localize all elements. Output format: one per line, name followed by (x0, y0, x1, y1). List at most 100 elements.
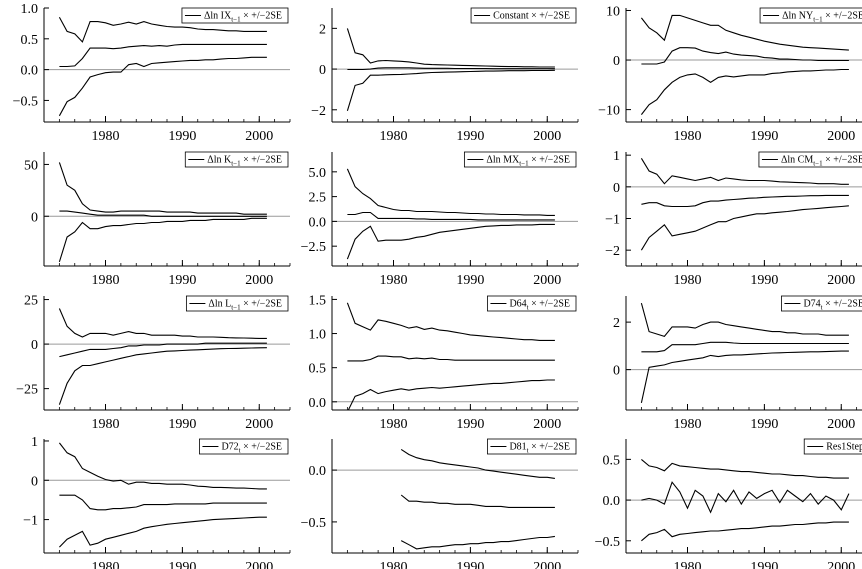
series-line-lower (58, 217, 267, 263)
chart-panel-1: 1980 1990 2000 −0.5 0.0 0.5 1.0 Δln IXt−1 × +/−… (13, 2, 291, 144)
y-tick-label: −2 (605, 244, 620, 259)
legend-label: D64t × +/−2SE (509, 299, 570, 312)
y-tick-label: −25 (16, 383, 38, 398)
legend-label: Δln Lt−1 × +/−2SE (208, 299, 282, 312)
legend-box (781, 295, 862, 312)
y-tick-label: 2.5 (309, 191, 327, 206)
series-line-lower (641, 521, 849, 542)
y-tick-label: 0.0 (603, 494, 621, 509)
series-line-lower (58, 347, 267, 405)
y-tick-label: 0 (319, 63, 326, 78)
legend-label: D74t × +/−2SE (803, 299, 862, 312)
series-line-upper (58, 16, 267, 43)
series-line-estimate (347, 211, 555, 221)
y-tick-label: 0 (613, 181, 620, 196)
series-line-estimate (347, 355, 555, 362)
series-line-upper (346, 28, 555, 68)
y-tick-label: 10 (606, 4, 620, 19)
x-tick-label: 2000 (245, 129, 273, 144)
chart-panel-7: 1980 1990 2000 −25 0 25 Δln Lt−1 × +/−2SE (16, 294, 291, 432)
x-tick-label: 1990 (456, 560, 484, 569)
x-tick-label: 1990 (168, 273, 196, 288)
x-tick-label: 1980 (674, 417, 702, 432)
x-tick-label: 1980 (380, 273, 408, 288)
x-tick-label: 1980 (674, 273, 702, 288)
series-line-estimate (641, 47, 849, 65)
legend-box (470, 7, 577, 24)
x-tick-label: 2000 (533, 129, 561, 144)
x-tick-label: 1980 (92, 560, 120, 569)
x-tick-label: 1980 (380, 129, 408, 144)
x-tick-label: 1990 (456, 273, 484, 288)
series-line-lower (58, 56, 267, 117)
x-tick-label: 1980 (380, 417, 408, 432)
y-tick-label: 0.5 (21, 33, 39, 48)
series-line-estimate (59, 342, 267, 358)
y-tick-label: −0.5 (13, 94, 38, 109)
x-tick-label: 1980 (380, 560, 408, 569)
x-tick-label: 1990 (750, 273, 778, 288)
y-tick-label: −1 (23, 514, 38, 529)
legend-box (184, 151, 289, 168)
y-tick-label: 1 (31, 435, 38, 450)
chart-panel-2: 1980 1990 2000 −2 0 2 Constant × +/−2SE (311, 7, 579, 144)
series-line-upper (640, 14, 849, 51)
x-tick-label: 1990 (168, 129, 196, 144)
series-line-estimate (641, 341, 849, 353)
y-tick-label: 0.5 (309, 362, 327, 377)
legend-label: Δln CMt−1 × +/−2SE (781, 155, 862, 168)
series-line-estimate (59, 210, 267, 217)
x-tick-label: 1990 (750, 417, 778, 432)
x-tick-label: 2000 (827, 417, 855, 432)
series-line-upper (641, 458, 849, 479)
series-line-estimate (400, 494, 555, 508)
y-tick-label: 1.0 (21, 2, 39, 17)
y-tick-label: 0 (613, 54, 620, 69)
x-tick-label: 2000 (245, 560, 273, 569)
legend-box (758, 151, 862, 168)
y-tick-label: 0.0 (309, 464, 327, 479)
chart-panel-4: 1980 1990 2000 0 50 Δln Kt−1 × +/−2SE (24, 151, 291, 288)
legend-box (463, 151, 577, 168)
series-line-upper (58, 442, 267, 490)
y-tick-label: 0.5 (603, 453, 621, 468)
x-tick-label: 1980 (674, 129, 702, 144)
legend-box (759, 7, 862, 24)
y-tick-label: 2 (319, 22, 326, 37)
series-line-lower (346, 69, 555, 111)
chart-panel-8: 1980 1990 2000 0.0 0.5 1.0 1.5 D64t × +/−2SE (309, 293, 579, 432)
y-tick-label: 1.0 (309, 328, 327, 343)
series-line-estimate (59, 43, 267, 68)
series-line-upper (400, 448, 555, 479)
x-tick-label: 2000 (245, 273, 273, 288)
y-tick-label: 0 (31, 474, 38, 489)
legend-label: Δln Kt−1 × +/−2SE (207, 155, 282, 168)
legend-label: Δln MXt−1 × +/−2SE (486, 155, 570, 168)
chart-panel-9: 1980 1990 2000 0 2 D74t × +/−2SE (613, 295, 862, 432)
legend-box (487, 438, 577, 455)
y-tick-label: 5.0 (309, 166, 327, 181)
series-line-lower (400, 535, 555, 550)
y-tick-label: −2.5 (301, 240, 326, 255)
series-line-estimate (641, 194, 849, 208)
y-tick-label: 50 (24, 158, 38, 173)
series-line-estimate (59, 494, 267, 511)
chart-panel-10: 1980 1990 2000 −1 0 1 D72t × +/−2SE (23, 435, 291, 569)
legend-label: Constant × +/−2SE (493, 11, 570, 22)
series-line-lower (640, 350, 849, 404)
x-tick-label: 1990 (750, 560, 778, 569)
x-tick-label: 1980 (674, 560, 702, 569)
y-tick-label: 0.0 (309, 396, 327, 411)
series-line-upper (346, 302, 555, 341)
legend-box (181, 7, 289, 24)
series-line-estimate (347, 67, 555, 71)
x-tick-label: 2000 (827, 560, 855, 569)
series-line-lower (59, 516, 267, 548)
legend-label: Δln IXt−1 × +/−2SE (204, 11, 282, 24)
y-tick-label: −10 (598, 104, 620, 119)
x-tick-label: 2000 (533, 560, 561, 569)
y-tick-label: 0 (613, 364, 620, 379)
chart-panel-11: 1980 1990 2000 −0.5 0.0 D81t × +/−2SE (301, 438, 579, 569)
x-tick-label: 1980 (92, 417, 120, 432)
